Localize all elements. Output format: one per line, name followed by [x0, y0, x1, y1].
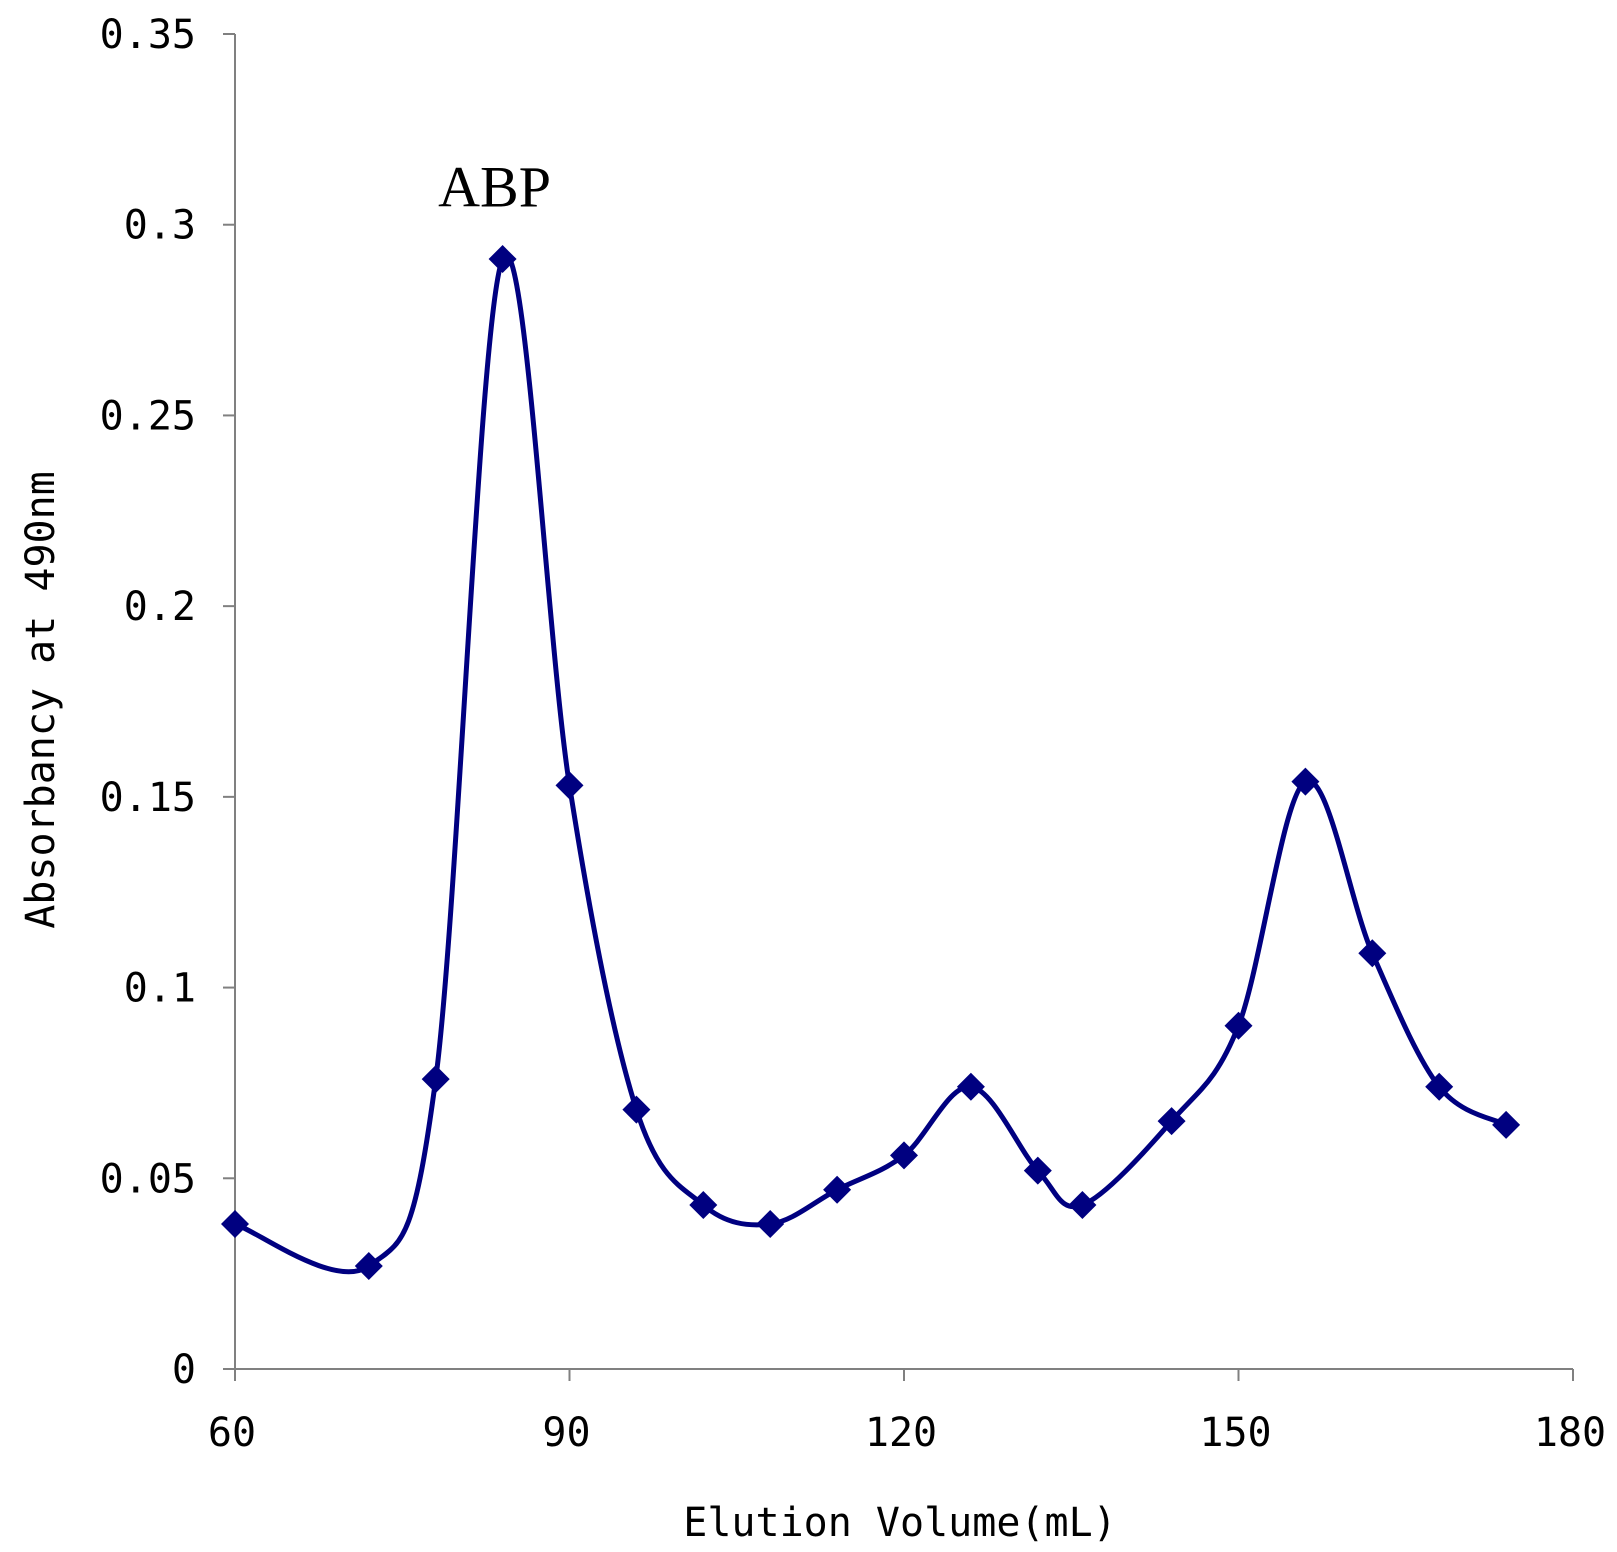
- x-axis-title: Elution Volume(mL): [683, 1500, 1116, 1546]
- data-point: [1224, 1011, 1253, 1040]
- chart-labels: 0 0.05 0.1 0.15 0.2 0.25 0.3 0.35 60 90 120 150 180 E…: [18, 12, 1606, 1546]
- axes: [223, 33, 1574, 1381]
- y-tick-label: 0.05: [100, 1156, 196, 1202]
- y-tick-label: 0.1: [124, 966, 196, 1012]
- chart-marks: [221, 245, 1521, 1281]
- x-tick-label: 120: [865, 1410, 937, 1456]
- data-point: [421, 1065, 450, 1094]
- data-point: [1492, 1110, 1521, 1139]
- data-point: [354, 1252, 383, 1281]
- data-point: [555, 771, 584, 800]
- y-axis-title: Absorbancy at 490nm: [18, 471, 64, 929]
- x-tick-label: 150: [1199, 1410, 1271, 1456]
- data-point: [756, 1210, 785, 1239]
- data-point: [1291, 767, 1320, 796]
- data-point: [1358, 939, 1387, 968]
- data-point: [1157, 1107, 1186, 1136]
- data-point: [823, 1175, 852, 1204]
- data-point: [890, 1141, 918, 1170]
- y-tick-label: 0.35: [100, 12, 196, 58]
- data-point: [1425, 1072, 1454, 1101]
- data-point: [689, 1190, 718, 1219]
- data-point: [1068, 1190, 1097, 1219]
- data-point: [956, 1072, 985, 1101]
- peak-annotation: ABP: [438, 155, 551, 220]
- y-tick-label: 0.25: [100, 393, 196, 439]
- data-point: [622, 1095, 651, 1124]
- y-tick-label: 0.15: [100, 775, 196, 821]
- x-tick-label: 180: [1534, 1410, 1606, 1456]
- y-tick-label: 0: [172, 1347, 196, 1393]
- x-tick-label: 60: [208, 1410, 256, 1456]
- data-point: [488, 245, 517, 274]
- y-tick-label: 0.3: [124, 203, 196, 249]
- x-tick-label: 90: [542, 1410, 590, 1456]
- data-point: [1023, 1156, 1052, 1185]
- y-tick-label: 0.2: [124, 584, 196, 630]
- series-line: [234, 252, 1508, 1275]
- data-point: [221, 1210, 249, 1239]
